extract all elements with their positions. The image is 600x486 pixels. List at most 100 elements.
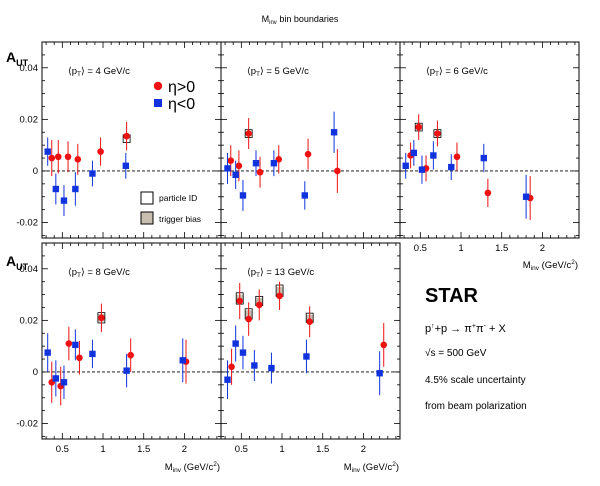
xlabel-pt6: Minv (GeV/c2) [523, 259, 578, 272]
data-point-eta-pos-pt6 [484, 189, 492, 197]
data-point-eta-pos-pt4 [54, 153, 62, 161]
data-point-eta-pos-pt6 [434, 130, 441, 137]
panel-title-pt6: ⟨pT⟩ = 6 GeV/c [426, 66, 488, 78]
data-point-eta-neg-pt4 [122, 162, 130, 169]
data-point-eta-neg-pt6 [418, 166, 426, 173]
legend-eta-neg-label: η<0 [168, 96, 195, 113]
data-point-eta-neg-pt13 [268, 364, 275, 372]
data-point-eta-pos-pt5 [245, 130, 252, 137]
data-point-eta-neg-pt4 [72, 185, 79, 193]
reaction-label: p↑+p → π+π- + X [425, 323, 506, 335]
xtick-label-pt13: 0.5 [235, 444, 248, 455]
scale-uncertainty-line2: from beam polarization [425, 401, 527, 412]
data-point-eta-neg-pt6 [480, 154, 488, 162]
legend-eta-neg-marker [154, 99, 162, 107]
panel-title-pt8: ⟨pT⟩ = 8 GeV/c [68, 267, 130, 279]
data-point-eta-neg-pt5 [224, 165, 231, 172]
data-point-eta-pos-pt4 [48, 154, 56, 162]
legend-eta-pos-label: η>0 [168, 79, 195, 96]
xtick-label-pt13: 1 [279, 444, 284, 455]
data-point-eta-neg-pt6 [402, 162, 409, 169]
ytick-label-pt8: -0.02 [16, 419, 38, 430]
data-point-eta-pos-pt13 [228, 363, 235, 371]
data-point-eta-neg-pt6 [448, 163, 455, 171]
data-point-eta-neg-pt13 [376, 370, 383, 377]
xtick-label-pt6: 0.5 [414, 243, 427, 254]
data-point-eta-neg-pt13 [303, 353, 310, 360]
data-point-eta-neg-pt5 [330, 129, 338, 136]
data-point-eta-pos-pt5 [235, 162, 243, 170]
data-point-eta-neg-pt4 [60, 197, 68, 204]
data-point-eta-neg-pt5 [232, 171, 239, 179]
data-point-eta-pos-pt5 [275, 156, 283, 163]
data-point-eta-neg-pt8 [89, 350, 96, 358]
star-label: STAR [425, 285, 479, 307]
data-point-eta-pos-pt4 [123, 132, 130, 140]
experiment-info: STAR p↑+p → π+π- + X √s = 500 GeV 4.5% s… [425, 285, 527, 412]
data-point-eta-neg-pt5 [301, 192, 309, 199]
legend-pid-box [140, 191, 154, 205]
data-point-eta-neg-pt5 [270, 160, 278, 167]
data-point-eta-pos-pt13 [255, 301, 263, 309]
data-point-eta-pos-pt6 [453, 153, 461, 161]
xtick-label-pt6: 2 [540, 243, 545, 254]
panel-title-pt5: ⟨pT⟩ = 5 GeV/c [247, 66, 309, 78]
legend: η>0 η<0 particle ID trigger bias [140, 79, 201, 225]
data-point-eta-neg-pt13 [251, 362, 258, 369]
legend-trig-label: trigger bias [159, 214, 201, 224]
data-point-eta-pos-pt8 [98, 314, 105, 322]
data-point-eta-pos-pt8 [127, 351, 134, 359]
data-point-eta-pos-pt4 [97, 148, 104, 155]
xtick-label-pt8: 1.5 [137, 444, 150, 455]
ytick-label-pt4: -0.02 [16, 218, 38, 229]
data-point-eta-neg-pt13 [224, 376, 231, 383]
panel-title-pt13: ⟨pT⟩ = 13 GeV/c [247, 267, 314, 279]
data-point-eta-pos-pt5 [334, 167, 341, 175]
sqrt-s-label: √s = 500 GeV [425, 347, 487, 359]
panel-pt5: ⟨pT⟩ = 5 GeV/c [221, 42, 400, 238]
xlabel-pt13: Minv (GeV/c2) [344, 461, 399, 474]
panel-pt6: ⟨pT⟩ = 6 GeV/c 0.5 1 1.5 2 [400, 42, 579, 254]
panel-title-pt4: ⟨pT⟩ = 4 GeV/c [68, 66, 130, 78]
data-point-eta-pos-pt13 [276, 292, 283, 300]
xtick-label-pt8: 0.5 [56, 444, 69, 455]
data-point-eta-pos-pt13 [306, 318, 313, 325]
ytick-label-pt4: 0.04 [20, 63, 39, 74]
data-point-eta-pos-pt13 [380, 341, 388, 349]
plot-layer: ⟨pT⟩ = 4 GeV/c 0.04 0.02 0 -0.02 ⟨pT⟩ = 5 GeV… [16, 42, 579, 455]
legend-trig-box [140, 211, 154, 225]
data-point-eta-pos-pt6 [415, 123, 423, 131]
data-point-eta-neg-pt13 [239, 349, 247, 356]
ytick-label-pt4: 0 [33, 166, 38, 177]
ytick-label-pt8: 0.02 [20, 315, 39, 326]
xlabel-pt8: Minv (GeV/c2) [165, 461, 220, 474]
data-point-eta-neg-pt6 [430, 152, 437, 159]
data-point-eta-neg-pt8 [44, 349, 51, 356]
data-point-eta-pos-pt8 [76, 354, 83, 362]
data-point-eta-neg-pt6 [410, 149, 418, 157]
data-point-eta-neg-pt8 [179, 357, 186, 364]
data-point-eta-neg-pt4 [44, 148, 51, 155]
panel-pt4: ⟨pT⟩ = 4 GeV/c 0.04 0.02 0 -0.02 [16, 42, 221, 238]
scale-uncertainty-line1: 4.5% scale uncertainty [425, 375, 526, 386]
data-point-eta-neg-pt8 [123, 367, 130, 374]
top-title: Minv bin boundaries [262, 14, 339, 26]
xtick-label-pt8: 2 [182, 444, 187, 455]
data-point-eta-pos-pt8 [65, 340, 73, 347]
data-point-eta-neg-pt8 [52, 375, 60, 382]
data-point-eta-pos-pt5 [256, 168, 264, 176]
xtick-label-pt6: 1 [458, 243, 463, 254]
panel-frame-pt13 [220, 242, 401, 440]
data-point-eta-neg-pt5 [239, 192, 247, 199]
data-point-eta-neg-pt4 [52, 185, 60, 193]
legend-eta-pos-marker [153, 81, 163, 91]
ytick-label-pt8: 0.04 [20, 264, 39, 275]
xtick-label-pt8: 1 [100, 444, 105, 455]
data-point-eta-neg-pt8 [72, 341, 79, 349]
data-point-eta-pos-pt5 [304, 150, 312, 158]
data-point-eta-neg-pt6 [522, 193, 530, 200]
data-point-eta-pos-pt13 [236, 297, 244, 305]
data-point-eta-pos-pt13 [245, 315, 252, 323]
data-point-eta-neg-pt4 [89, 170, 96, 177]
ylabel-top: AUT [6, 49, 29, 68]
